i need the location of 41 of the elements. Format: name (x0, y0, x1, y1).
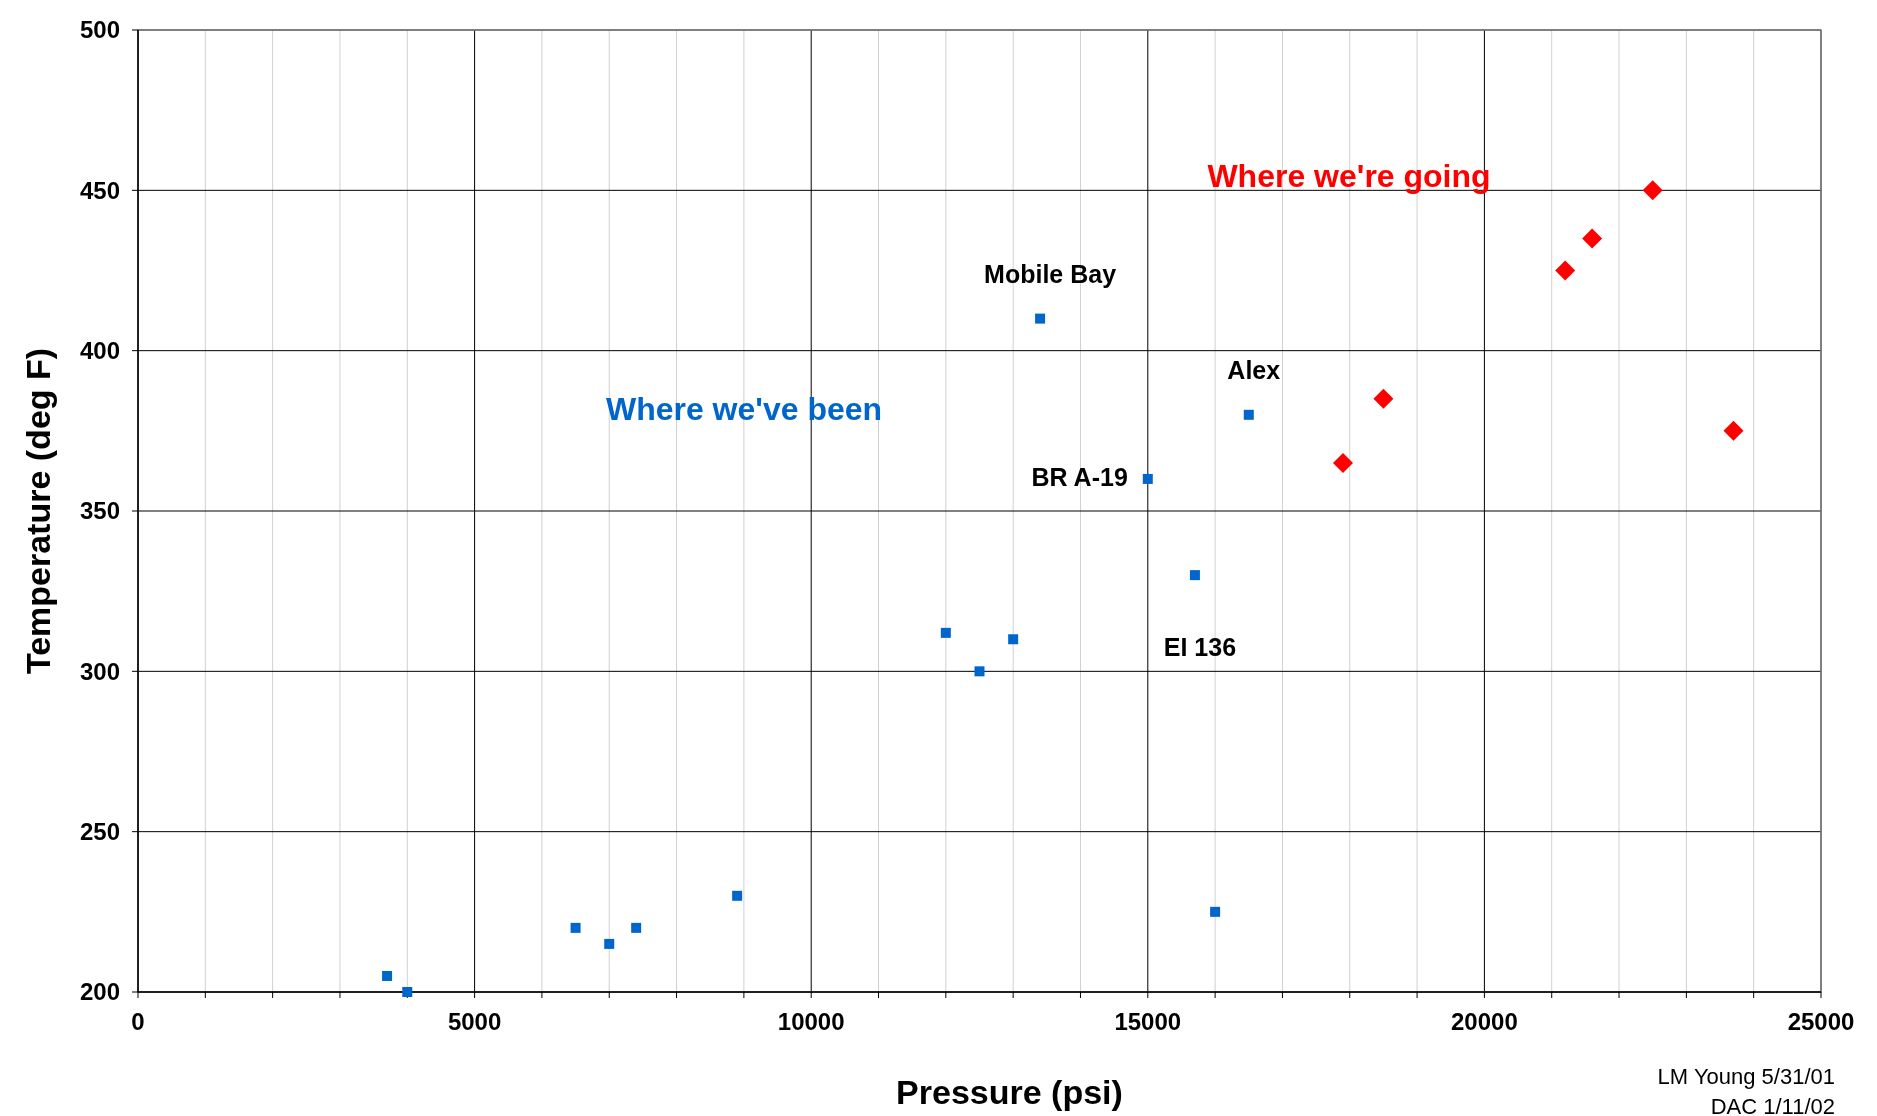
point (1555, 260, 1576, 281)
point (1582, 228, 1603, 249)
x-tick-label: 15000 (1114, 1008, 1182, 1035)
x-axis-title: Pressure (psi) (896, 1073, 1123, 1111)
y-tick-label: 200 (79, 978, 120, 1006)
y-tick-label: 400 (79, 337, 120, 365)
point (1333, 452, 1354, 473)
x-tick-label: 25000 (1787, 1008, 1855, 1035)
point (732, 890, 743, 901)
point (1189, 570, 1200, 581)
point (1642, 180, 1663, 201)
point (1142, 473, 1153, 484)
y-axis-title: Temperature (deg F) (19, 347, 57, 675)
point (1373, 388, 1394, 409)
point (1243, 409, 1254, 420)
y-tick-label: 250 (79, 818, 120, 846)
annotation: EI 136 (1163, 632, 1237, 661)
text: DAC 1/11/02 (1710, 1094, 1835, 1116)
x-tick-label: 20000 (1451, 1008, 1518, 1035)
y-tick-label: 500 (79, 16, 120, 44)
annotation: Alex (1227, 355, 1281, 384)
point (1723, 420, 1744, 441)
x-tick-label: 5000 (447, 1008, 502, 1035)
x-tick-label: 10000 (777, 1008, 845, 1035)
point (382, 970, 393, 981)
point (940, 627, 951, 638)
point (974, 666, 985, 677)
point (402, 987, 413, 997)
text: LM Young 5/31/01 (1657, 1064, 1835, 1089)
x-tick-label: 0 (131, 1008, 145, 1035)
point (1210, 906, 1221, 917)
y-tick-label: 300 (79, 657, 120, 685)
point (1035, 313, 1046, 324)
point (604, 938, 615, 949)
annotation: BR A-19 (1031, 462, 1128, 491)
point (570, 922, 581, 933)
y-tick-label: 450 (79, 176, 120, 204)
annotation: Mobile Bay (984, 260, 1117, 289)
y-tick-label: 350 (79, 497, 120, 525)
point (631, 922, 642, 933)
point (1008, 634, 1019, 645)
